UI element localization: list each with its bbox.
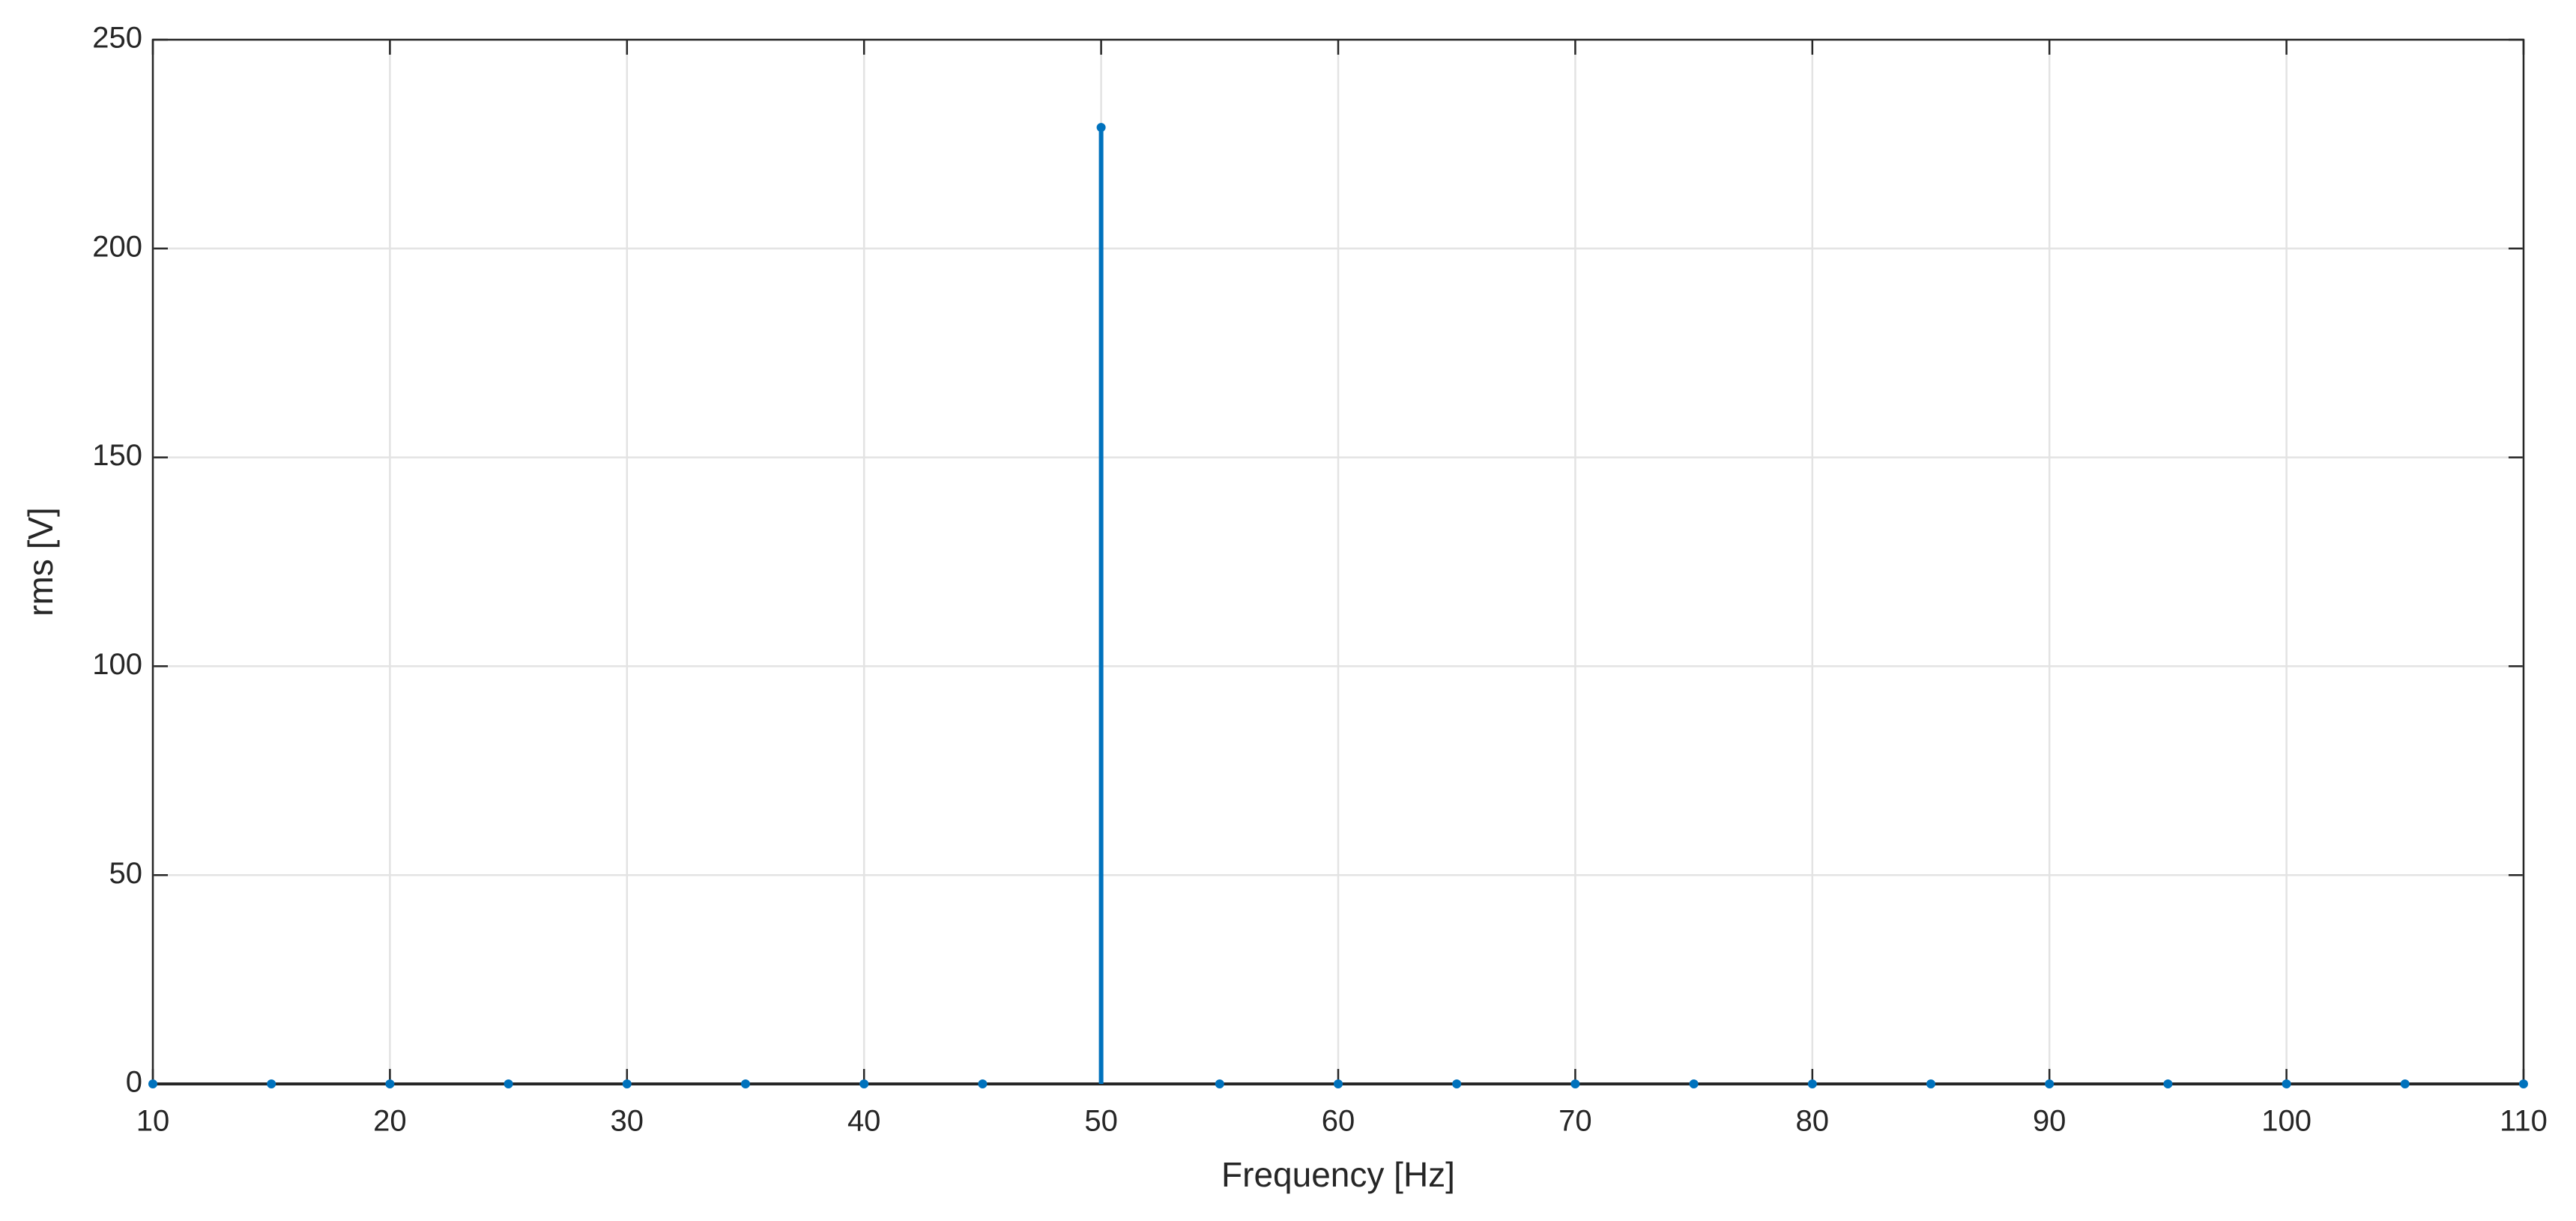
stem-marker [1689,1079,1699,1088]
x-tick-label: 110 [2500,1105,2548,1138]
stem-marker [2163,1079,2173,1088]
x-tick-label: 10 [136,1105,170,1138]
x-tick-label: 40 [847,1105,881,1138]
stem-marker [267,1079,276,1088]
y-tick-label: 100 [92,648,142,681]
stem-marker [1926,1079,1935,1088]
stem-marker [1807,1079,1817,1088]
stem-marker [622,1079,632,1088]
y-tick-label: 250 [92,22,142,55]
stem-marker [859,1079,869,1088]
stem-marker [1570,1079,1580,1088]
stem-marker [741,1079,750,1088]
y-axis-label: rms [V] [21,507,60,616]
y-tick-label: 200 [92,230,142,263]
stem-marker [2519,1079,2528,1088]
y-tick-label: 0 [126,1066,142,1099]
x-tick-label: 90 [2033,1105,2066,1138]
y-tick-label: 50 [109,857,143,890]
x-axis-label: Frequency [Hz] [1221,1155,1455,1194]
stem-marker [2282,1079,2291,1088]
stem-marker [148,1079,157,1088]
stem-marker [385,1079,395,1088]
stem-marker [1334,1079,1343,1088]
x-tick-label: 60 [1322,1105,1355,1138]
x-tick-label: 20 [373,1105,407,1138]
stem-marker [1452,1079,1462,1088]
x-tick-label: 100 [2261,1105,2312,1138]
y-tick-label: 150 [92,439,142,472]
x-tick-label: 30 [611,1105,644,1138]
stem-marker [504,1079,513,1088]
x-tick-label: 70 [1558,1105,1592,1138]
stem-marker [978,1079,988,1088]
stem-marker [1096,123,1106,133]
stem-marker [2045,1079,2055,1088]
x-tick-label: 50 [1084,1105,1118,1138]
stem-marker [1215,1079,1224,1088]
x-tick-label: 80 [1796,1105,1830,1138]
stem-marker [2400,1079,2410,1088]
